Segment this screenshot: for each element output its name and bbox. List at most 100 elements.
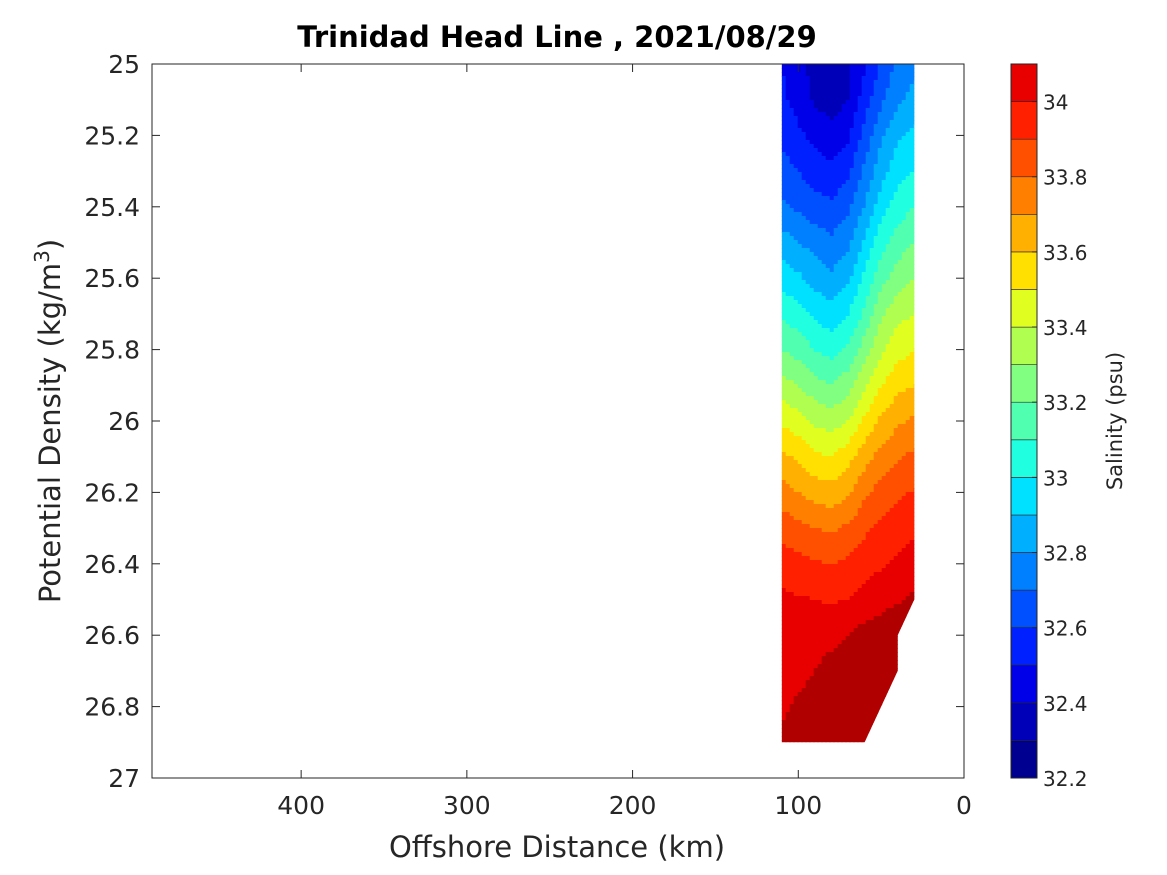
contour-cell — [909, 576, 915, 581]
contour-cell — [829, 252, 835, 257]
contour-cell — [841, 548, 847, 553]
contour-cell — [893, 272, 899, 277]
contour-cell — [849, 80, 855, 85]
contour-cell — [913, 456, 915, 461]
contour-cell — [841, 68, 847, 73]
contour-cell — [793, 132, 799, 137]
contour-cell — [909, 368, 915, 373]
contour-cell — [789, 344, 795, 349]
contour-cell — [893, 460, 899, 465]
contour-cell — [841, 612, 847, 617]
contour-cell — [857, 448, 863, 453]
contour-cell — [837, 632, 843, 637]
contour-cell — [865, 184, 871, 189]
contour-cell — [809, 204, 815, 209]
contour-cell — [877, 500, 883, 505]
contour-cell — [853, 560, 859, 565]
contour-cell — [845, 424, 851, 429]
contour-cell — [893, 464, 899, 469]
contour-cell — [853, 372, 859, 377]
contour-cell — [789, 552, 795, 557]
contour-cell — [789, 604, 795, 609]
contour-cell — [901, 324, 907, 329]
contour-cell — [909, 520, 915, 525]
contour-cell — [869, 648, 875, 653]
contour-cell — [841, 460, 847, 465]
contour-cell — [885, 276, 891, 281]
contour-cell — [873, 484, 879, 489]
contour-cell — [877, 312, 883, 317]
contour-cell — [857, 76, 863, 81]
contour-cell — [789, 240, 795, 245]
contour-cell — [865, 228, 871, 233]
contour-cell — [829, 488, 835, 493]
contour-cell — [865, 476, 871, 481]
contour-cell — [893, 144, 899, 149]
contour-cell — [841, 344, 847, 349]
contour-cell — [909, 448, 915, 453]
contour-cell — [865, 600, 871, 605]
contour-cell — [877, 184, 883, 189]
contour-cell — [889, 400, 895, 405]
contour-cell — [817, 240, 823, 245]
contour-cell — [825, 344, 831, 349]
contour-cell — [909, 128, 915, 133]
contour-cell — [841, 644, 847, 649]
contour-cell — [897, 376, 903, 381]
contour-cell — [821, 404, 827, 409]
contour-cell — [849, 116, 855, 121]
contour-cell — [889, 192, 895, 197]
contour-cell — [781, 532, 787, 537]
contour-cell — [861, 164, 867, 169]
contour-cell — [849, 440, 855, 445]
contour-cell — [865, 384, 871, 389]
contour-cell — [821, 612, 827, 617]
contour-cell — [829, 264, 835, 269]
contour-cell — [825, 80, 831, 85]
contour-cell — [801, 116, 807, 121]
contour-cell — [849, 436, 855, 441]
contour-cell — [869, 596, 875, 601]
contour-cell — [889, 356, 895, 361]
contour-cell — [849, 88, 855, 93]
contour-cell — [893, 380, 899, 385]
contour-cell — [805, 536, 811, 541]
contour-cell — [821, 64, 827, 69]
contour-cell — [837, 84, 843, 89]
contour-cell — [885, 480, 891, 485]
contour-cell — [833, 260, 839, 265]
contour-cell — [873, 532, 879, 537]
contour-cell — [845, 208, 851, 213]
contour-cell — [805, 644, 811, 649]
contour-cell — [853, 300, 859, 305]
contour-cell — [913, 476, 915, 481]
contour-cell — [837, 172, 843, 177]
contour-cell — [909, 496, 915, 501]
contour-cell — [809, 228, 815, 233]
contour-cell — [789, 512, 795, 517]
contour-cell — [793, 292, 799, 297]
contour-cell — [837, 328, 843, 333]
contour-cell — [809, 256, 815, 261]
contour-cell — [849, 576, 855, 581]
contour-cell — [837, 64, 843, 69]
contour-cell — [793, 308, 799, 313]
contour-cell — [849, 392, 855, 397]
contour-cell — [873, 336, 879, 341]
contour-cell — [813, 368, 819, 373]
contour-cell — [821, 316, 827, 321]
contour-cell — [813, 516, 819, 521]
contour-cell — [889, 200, 895, 205]
contour-cell — [813, 588, 819, 593]
contour-cell — [897, 240, 903, 245]
contour-cell — [849, 456, 855, 461]
contour-cell — [913, 532, 915, 537]
contour-cell — [849, 216, 855, 221]
contour-cell — [781, 612, 787, 617]
contour-cell — [797, 100, 803, 105]
contour-cell — [809, 148, 815, 153]
contour-cell — [861, 344, 867, 349]
contour-cell — [865, 164, 871, 169]
contour-cell — [861, 612, 867, 617]
contour-cell — [881, 460, 887, 465]
